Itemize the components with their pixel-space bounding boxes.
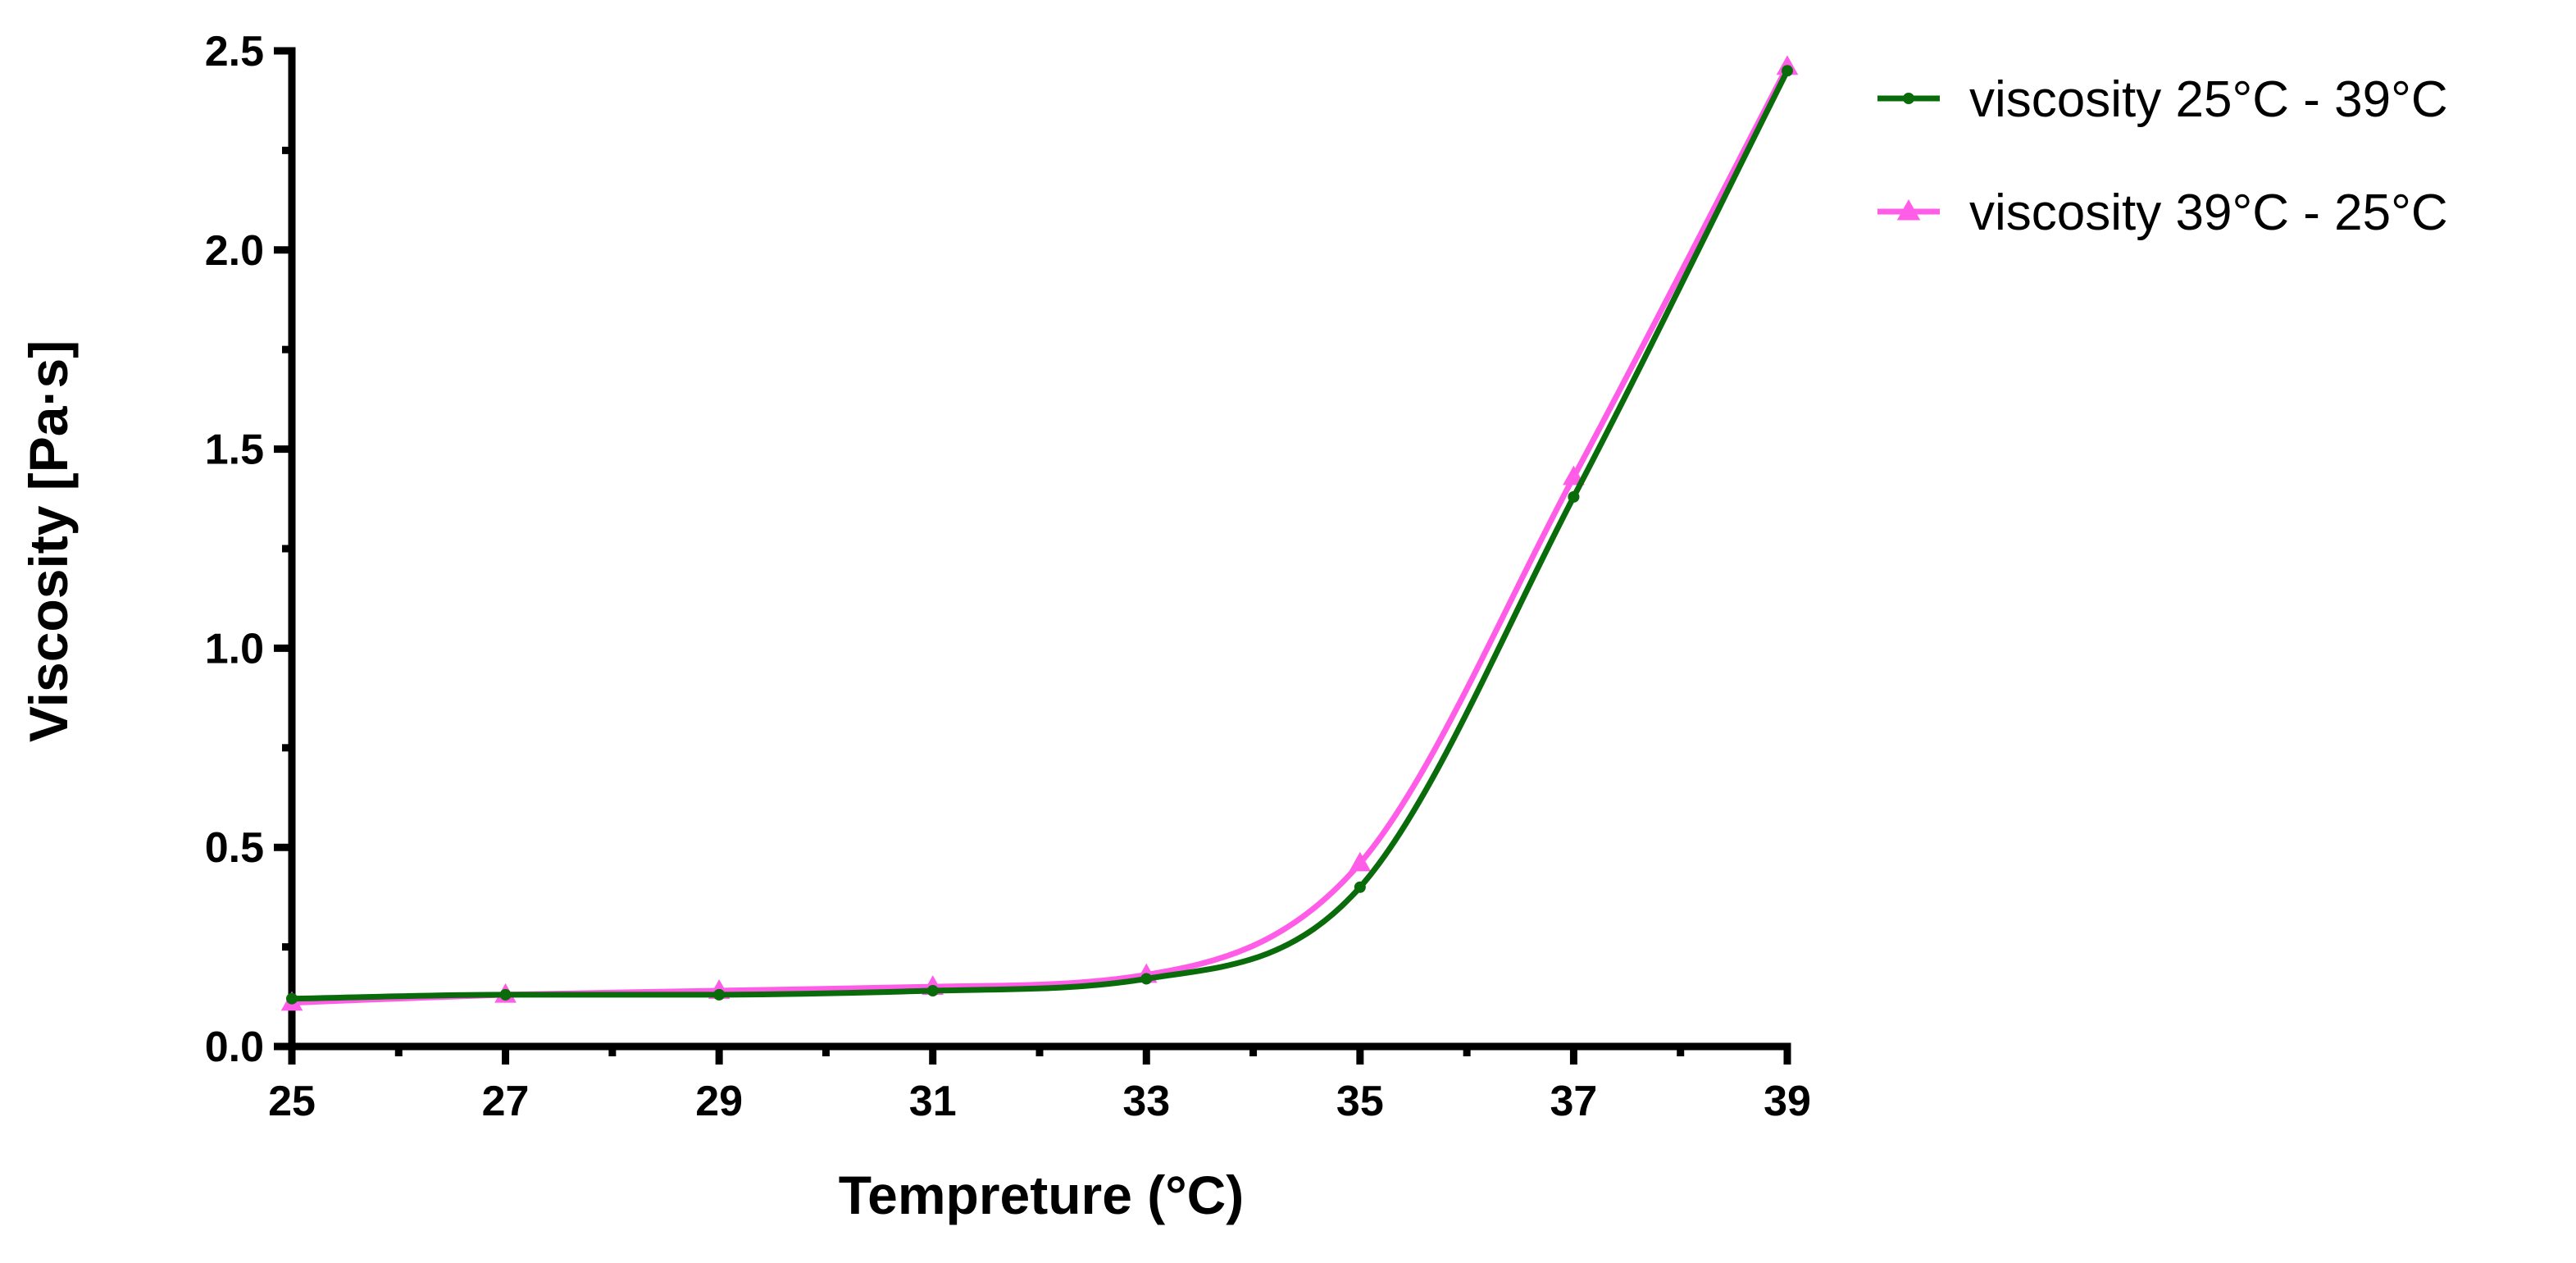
data-point-circle <box>926 985 939 997</box>
data-point-triangle <box>1563 465 1585 486</box>
axes: 0.0 0.5 1.0 1.5 2.0 2.5 25 27 29 31 33 35 37 39 <box>205 28 1811 1125</box>
y-tick-label: 0.0 <box>205 1024 264 1071</box>
legend-marker-triangle <box>1896 199 1921 221</box>
x-tick-label: 33 <box>1122 1078 1170 1125</box>
x-tick-label: 27 <box>482 1078 530 1125</box>
y-tick-label: 0.5 <box>205 824 264 872</box>
y-tick-label: 2.0 <box>205 227 264 275</box>
y-tick-label: 1.0 <box>205 625 264 673</box>
x-tick-label: 25 <box>268 1078 316 1125</box>
y-tick-label: 1.5 <box>205 426 264 474</box>
x-tick-label: 37 <box>1550 1078 1598 1125</box>
data-series <box>280 55 1799 1011</box>
legend: viscosity 25°C - 39°C viscosity 39°C - 25… <box>1877 71 2448 241</box>
data-point-circle <box>499 988 512 1001</box>
legend-marker-circle <box>1903 93 1914 104</box>
legend-item: viscosity 39°C - 25°C <box>1877 185 2448 241</box>
legend-label: viscosity 39°C - 25°C <box>1969 185 2448 241</box>
series-line <box>289 63 1791 1006</box>
series-cooling <box>280 55 1799 1011</box>
data-point-circle <box>713 988 726 1001</box>
x-tick-label: 31 <box>909 1078 957 1125</box>
data-point-circle <box>1354 881 1366 893</box>
y-tick-label: 2.5 <box>205 28 264 75</box>
data-point-circle <box>1140 973 1153 985</box>
data-point-triangle <box>1349 851 1372 872</box>
x-tick-label: 39 <box>1764 1078 1811 1125</box>
x-tick-label: 35 <box>1336 1078 1384 1125</box>
data-point-circle <box>286 992 298 1005</box>
x-axis-title: Tempreture (°C) <box>839 1165 1245 1225</box>
legend-item: viscosity 25°C - 39°C <box>1877 71 2448 128</box>
data-point-circle <box>1782 65 1793 77</box>
data-point-circle <box>1568 490 1580 503</box>
series-line <box>289 67 1791 1002</box>
x-tick-label: 29 <box>695 1078 743 1125</box>
legend-label: viscosity 25°C - 39°C <box>1969 71 2448 128</box>
series-heating <box>286 65 1793 1005</box>
y-axis-title: Viscosity [Pa·s] <box>18 340 79 742</box>
